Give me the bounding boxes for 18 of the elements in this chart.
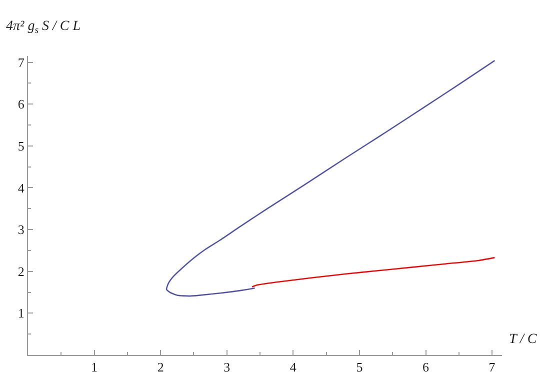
y-tick-label: 4 <box>18 180 25 196</box>
x-axis-title: T / C <box>509 332 538 347</box>
x-tick-label: 7 <box>488 360 496 375</box>
y-tick-label: 6 <box>18 96 25 112</box>
y-axis-title: 4π² g$_{s}$ S / C L <box>6 19 81 36</box>
x-tick-label: 4 <box>290 360 297 375</box>
x-tick-label: 1 <box>91 360 98 375</box>
y-tick-label: 5 <box>18 138 24 154</box>
line-series <box>251 256 496 288</box>
x-tick-label: 2 <box>157 360 164 375</box>
y-tick-label: 2 <box>18 264 24 279</box>
x-tick-label: 5 <box>356 360 363 375</box>
x-tick-label: 3 <box>224 360 230 375</box>
x-tick-label: 6 <box>422 360 430 375</box>
line-series <box>166 60 496 297</box>
y-tick-label: 1 <box>18 306 24 321</box>
y-tick-label: 3 <box>18 222 24 238</box>
y-tick-label: 7 <box>18 54 25 70</box>
